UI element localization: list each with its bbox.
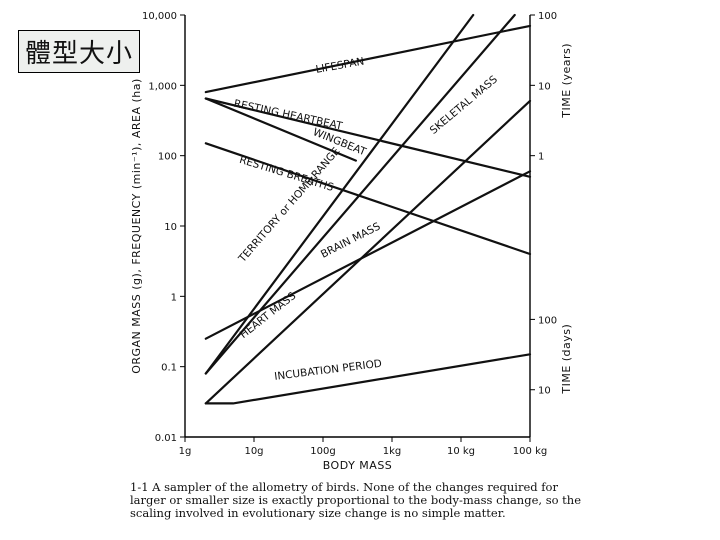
right-tick-label-days: 100: [538, 315, 557, 326]
right-tick-label-days: 10: [538, 386, 551, 397]
y-tick-label: 1: [171, 292, 177, 303]
series-line-territory-or-home-range: [204, 13, 475, 375]
series-line-lifespan: [204, 24, 532, 94]
y-axis-title-left: ORGAN MASS (g), FREQUENCY (min⁻¹), AREA …: [130, 78, 143, 374]
y-tick-label: 10,000: [142, 11, 177, 22]
y-tick-label: 10: [164, 222, 177, 233]
series-line-incubation-period: [204, 353, 532, 405]
chart-axis-titles: BODY MASS ORGAN MASS (g), FREQUENCY (min⁻…: [130, 43, 573, 472]
y-tick-label: 0.01: [155, 433, 177, 444]
page-title: 體型大小: [18, 30, 141, 73]
y-tick-label: 100: [158, 152, 177, 163]
x-tick-label: 100g: [310, 446, 335, 457]
series-line-resting-heartbeat: [204, 97, 532, 178]
series-label-resting-heartbeat: RESTING HEARTBEAT: [233, 98, 344, 133]
x-axis-title: BODY MASS: [323, 459, 393, 472]
right-axis-title-years: TIME (years): [560, 43, 573, 119]
chart-ticks: 1g 10g 100g 1kg 10 kg 100 kg 0.01 0.1 1 10 100 1,00…: [142, 11, 557, 457]
figure-caption: 1-1 A sampler of the allometry of birds.…: [130, 480, 582, 520]
x-tick-label: 1g: [179, 446, 192, 457]
y-tick-label: 1,000: [148, 81, 177, 92]
series-label-heart-mass: HEART MASS: [238, 290, 299, 341]
series-label-skeletal-mass: SKELETAL MASS: [428, 73, 500, 137]
right-tick-label-years: 10: [538, 81, 551, 92]
series-label-incubation-period: INCUBATION PERIOD: [274, 358, 383, 383]
series-line-resting-breaths: [204, 142, 532, 256]
x-tick-label: 10 kg: [447, 446, 475, 457]
series-line-brain-mass: [204, 170, 532, 340]
x-tick-label: 1kg: [383, 446, 402, 457]
right-tick-label-years: 1: [538, 152, 544, 163]
right-axis-title-days: TIME (days): [560, 324, 573, 395]
series-line-skeletal-mass: [204, 13, 516, 375]
series-line-wingbeat: [204, 97, 357, 162]
chart-series: [204, 13, 532, 405]
y-tick-label: 0.1: [161, 363, 177, 374]
x-tick-label: 10g: [244, 446, 263, 457]
series-line-heart-mass: [204, 99, 532, 405]
series-label-brain-mass: BRAIN MASS: [319, 220, 383, 260]
x-tick-label: 100 kg: [513, 446, 547, 457]
right-tick-label-years: 100: [538, 11, 557, 22]
series-label-lifespan: LIFESPAN: [315, 56, 365, 76]
